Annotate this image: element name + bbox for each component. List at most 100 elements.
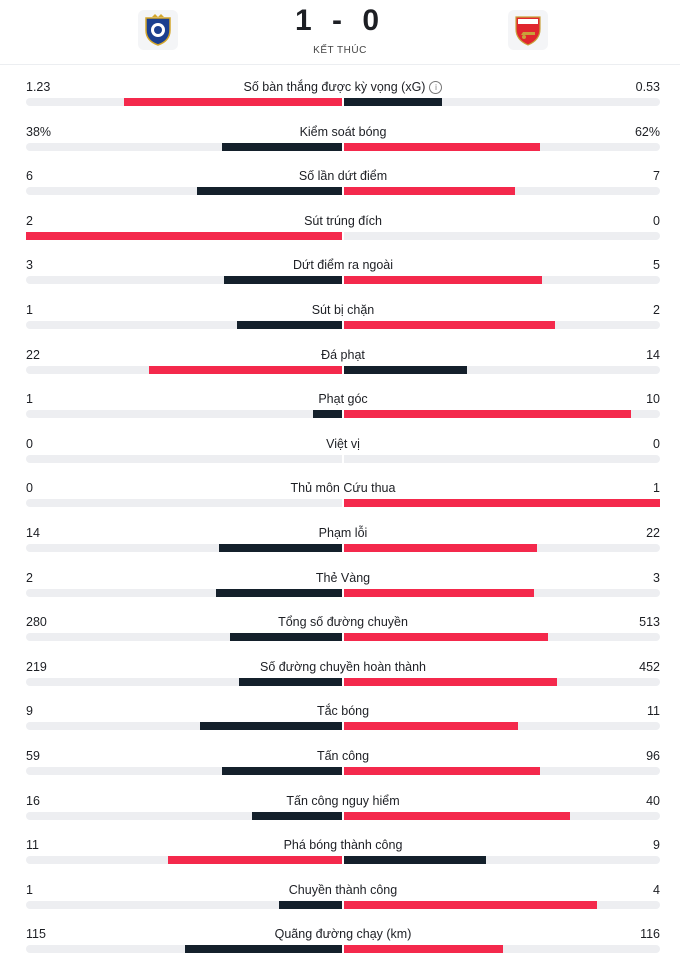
away-stat-value: 14 [646,347,660,362]
stat-label-wrap: Dứt điểm ra ngoài [0,258,680,272]
away-stat-value: 2 [653,302,660,317]
away-bar-track [344,410,660,419]
stat-label-wrap: Đá phạt [0,348,680,362]
home-stat-value: 2 [26,570,33,585]
home-stat-value: 1 [26,882,33,897]
stat-row: 1.23 Số bàn thắng được kỳ vọng (xG) i 0.53 [0,66,680,111]
stat-label-wrap: Phạt góc [0,392,680,406]
away-stat-value: 0 [653,436,660,451]
away-bar-track [344,856,660,865]
home-stat-bar [230,633,342,642]
home-stat-value: 9 [26,704,33,719]
away-bar-track [344,588,660,597]
stat-label: Phá bóng thành công [283,838,403,853]
stat-label: Phạm lỗi [318,525,368,540]
stat-label-wrap: Kiểm soát bóng [0,125,680,139]
away-bar-track [344,677,660,686]
home-stat-bar [148,365,342,374]
away-stat-bar [344,811,570,820]
away-stat-value: 513 [639,615,660,630]
home-bar-track [26,811,342,820]
home-stat-bar [221,766,342,775]
arsenal-crest-icon [515,16,541,46]
home-bar-track [26,276,342,285]
away-bar-track [344,454,660,463]
header-divider [0,64,680,65]
home-bar-track [26,945,342,954]
away-stat-bar [344,499,660,508]
home-stat-value: 3 [26,258,33,273]
home-stat-value: 0 [26,436,33,451]
home-stat-bar [196,187,342,196]
home-stat-value: 6 [26,169,33,184]
away-stat-bar [344,900,597,909]
home-stat-value: 2 [26,213,33,228]
stat-label-wrap: Tấn công [0,749,680,763]
stat-label-wrap: Quãng đường chạy (km) [0,927,680,941]
home-stat-bar [168,856,342,865]
away-bar-track [344,320,660,329]
home-bar-track [26,633,342,642]
home-stat-value: 219 [26,659,47,674]
away-team-crest[interactable] [508,10,548,50]
away-stat-value: 1 [653,481,660,496]
away-stat-value: 10 [646,392,660,407]
away-bar-track [344,766,660,775]
home-stat-bar [236,320,342,329]
stat-label: Đá phạt [321,347,365,362]
away-bar-track [344,231,660,240]
away-stat-bar [344,633,549,642]
away-stat-bar [344,722,518,731]
home-stat-value: 1 [26,302,33,317]
home-stat-bar [221,142,342,151]
home-bar-track [26,320,342,329]
home-stat-bar [223,276,342,285]
stat-row: 59 Tấn công 96 [0,735,680,780]
stat-label-wrap: Việt vị [0,437,680,451]
home-stat-bar [184,945,342,954]
stat-label-wrap: Sút trúng đích [0,214,680,228]
home-bar-track [26,588,342,597]
away-bar-track [344,276,660,285]
home-stat-bar [219,543,342,552]
stat-row: 2 Thẻ Vàng 3 [0,557,680,602]
stat-row: 22 Đá phạt 14 [0,334,680,379]
info-icon[interactable]: i [429,81,443,94]
stat-label: Kiểm soát bóng [299,124,387,139]
away-stat-value: 0.53 [635,80,660,94]
stat-label: Thẻ Vàng [315,570,371,585]
stat-row: 1 Chuyền thành công 4 [0,869,680,914]
stat-row: 3 Dứt điểm ra ngoài 5 [0,244,680,289]
away-stat-bar [344,142,540,151]
away-bar-track [344,142,660,151]
home-team-crest[interactable] [138,10,178,50]
away-bar-track [344,811,660,820]
away-bar-track [344,722,660,731]
stat-row: 6 Số lần dứt điểm 7 [0,155,680,200]
stat-label-wrap: Sút bị chặn [0,303,680,317]
away-stat-value: 11 [647,704,660,719]
home-bar-track [26,499,342,508]
home-stat-bar [251,811,342,820]
stat-label: Việt vị [326,436,360,451]
stat-row: 1 Sút bị chặn 2 [0,289,680,334]
away-stat-bar [344,98,442,106]
away-bar-track [344,633,660,642]
home-bar-track [26,722,342,731]
stat-row: 2 Sút trúng đích 0 [0,200,680,245]
stat-label: Số lần dứt điểm [298,169,388,184]
away-stat-bar [344,410,632,419]
away-stat-bar [344,365,467,374]
away-stat-value: 5 [653,258,660,273]
away-stat-value: 116 [640,927,660,942]
away-stat-value: 9 [653,838,660,853]
home-bar-track [26,900,342,909]
stat-row: 38% Kiểm soát bóng 62% [0,111,680,156]
stat-label: Sút trúng đích [304,213,382,228]
away-bar-track [344,900,660,909]
stat-label-wrap: Thủ môn Cứu thua [0,481,680,495]
home-stat-bar [238,677,342,686]
home-stat-bar [123,98,342,106]
stat-label: Tấn công nguy hiểm [286,793,400,808]
home-stat-value: 1.23 [26,80,51,94]
